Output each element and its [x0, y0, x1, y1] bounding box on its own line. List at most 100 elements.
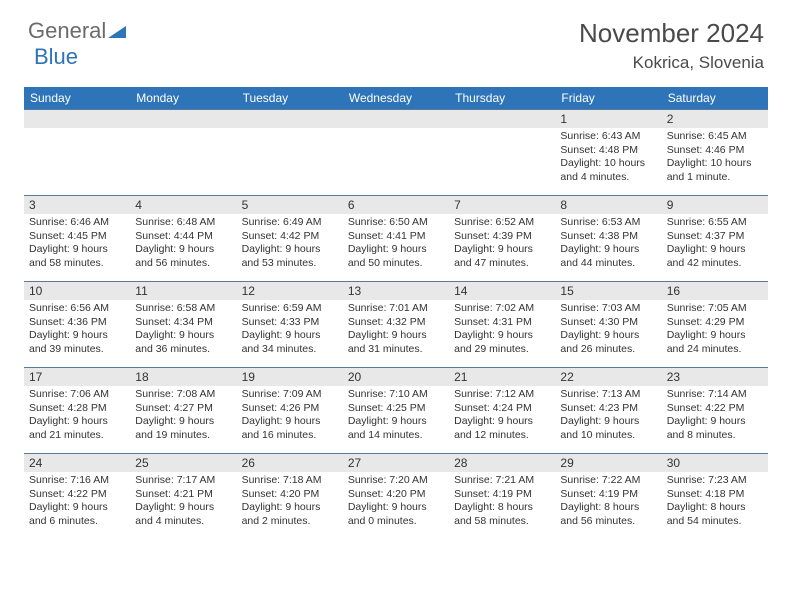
- calendar-cell: 10Sunrise: 6:56 AMSunset: 4:36 PMDayligh…: [24, 282, 130, 368]
- day-header-friday: Friday: [555, 87, 661, 110]
- day-number: 29: [555, 454, 661, 472]
- day-details: Sunrise: 7:12 AMSunset: 4:24 PMDaylight:…: [449, 386, 555, 446]
- day-details: Sunrise: 6:43 AMSunset: 4:48 PMDaylight:…: [555, 128, 661, 188]
- day-number: 2: [662, 110, 768, 128]
- day-header-saturday: Saturday: [662, 87, 768, 110]
- day-number: 14: [449, 282, 555, 300]
- day-details: Sunrise: 6:56 AMSunset: 4:36 PMDaylight:…: [24, 300, 130, 360]
- calendar-cell: 9Sunrise: 6:55 AMSunset: 4:37 PMDaylight…: [662, 196, 768, 282]
- calendar-head: SundayMondayTuesdayWednesdayThursdayFrid…: [24, 87, 768, 110]
- brand-part1: General: [28, 18, 106, 44]
- day-details: Sunrise: 6:52 AMSunset: 4:39 PMDaylight:…: [449, 214, 555, 274]
- calendar-cell: 20Sunrise: 7:10 AMSunset: 4:25 PMDayligh…: [343, 368, 449, 454]
- day-header-thursday: Thursday: [449, 87, 555, 110]
- day-details: Sunrise: 6:48 AMSunset: 4:44 PMDaylight:…: [130, 214, 236, 274]
- calendar-week: 17Sunrise: 7:06 AMSunset: 4:28 PMDayligh…: [24, 368, 768, 454]
- day-details: Sunrise: 7:03 AMSunset: 4:30 PMDaylight:…: [555, 300, 661, 360]
- calendar-cell: 6Sunrise: 6:50 AMSunset: 4:41 PMDaylight…: [343, 196, 449, 282]
- brand-part2: Blue: [34, 44, 78, 70]
- day-number: 16: [662, 282, 768, 300]
- calendar-week: 10Sunrise: 6:56 AMSunset: 4:36 PMDayligh…: [24, 282, 768, 368]
- day-number: 27: [343, 454, 449, 472]
- day-number: 10: [24, 282, 130, 300]
- day-number: 4: [130, 196, 236, 214]
- calendar-cell: 27Sunrise: 7:20 AMSunset: 4:20 PMDayligh…: [343, 454, 449, 540]
- day-number: 26: [237, 454, 343, 472]
- calendar-cell: 28Sunrise: 7:21 AMSunset: 4:19 PMDayligh…: [449, 454, 555, 540]
- calendar-cell: 5Sunrise: 6:49 AMSunset: 4:42 PMDaylight…: [237, 196, 343, 282]
- day-number: 9: [662, 196, 768, 214]
- day-details: Sunrise: 7:14 AMSunset: 4:22 PMDaylight:…: [662, 386, 768, 446]
- day-number: 17: [24, 368, 130, 386]
- day-details: Sunrise: 7:23 AMSunset: 4:18 PMDaylight:…: [662, 472, 768, 532]
- day-number: 7: [449, 196, 555, 214]
- day-details: Sunrise: 7:21 AMSunset: 4:19 PMDaylight:…: [449, 472, 555, 532]
- calendar-cell: 12Sunrise: 6:59 AMSunset: 4:33 PMDayligh…: [237, 282, 343, 368]
- brand-logo: General: [28, 18, 126, 44]
- day-number: [24, 110, 130, 128]
- day-number: 5: [237, 196, 343, 214]
- location-label: Kokrica, Slovenia: [579, 53, 764, 73]
- calendar-cell: 3Sunrise: 6:46 AMSunset: 4:45 PMDaylight…: [24, 196, 130, 282]
- day-number: 8: [555, 196, 661, 214]
- day-details: Sunrise: 7:02 AMSunset: 4:31 PMDaylight:…: [449, 300, 555, 360]
- day-number: 12: [237, 282, 343, 300]
- calendar-cell: [237, 110, 343, 196]
- day-details: Sunrise: 6:53 AMSunset: 4:38 PMDaylight:…: [555, 214, 661, 274]
- day-details: Sunrise: 7:10 AMSunset: 4:25 PMDaylight:…: [343, 386, 449, 446]
- day-header-tuesday: Tuesday: [237, 87, 343, 110]
- day-number: 23: [662, 368, 768, 386]
- day-details: Sunrise: 6:46 AMSunset: 4:45 PMDaylight:…: [24, 214, 130, 274]
- calendar-body: 1Sunrise: 6:43 AMSunset: 4:48 PMDaylight…: [24, 110, 768, 540]
- day-details: Sunrise: 7:22 AMSunset: 4:19 PMDaylight:…: [555, 472, 661, 532]
- day-number: 22: [555, 368, 661, 386]
- day-number: [449, 110, 555, 128]
- day-details: Sunrise: 7:20 AMSunset: 4:20 PMDaylight:…: [343, 472, 449, 532]
- calendar-cell: 7Sunrise: 6:52 AMSunset: 4:39 PMDaylight…: [449, 196, 555, 282]
- day-number: 13: [343, 282, 449, 300]
- calendar-cell: [343, 110, 449, 196]
- calendar-cell: 18Sunrise: 7:08 AMSunset: 4:27 PMDayligh…: [130, 368, 236, 454]
- calendar-cell: 24Sunrise: 7:16 AMSunset: 4:22 PMDayligh…: [24, 454, 130, 540]
- day-details: Sunrise: 6:55 AMSunset: 4:37 PMDaylight:…: [662, 214, 768, 274]
- day-number: 24: [24, 454, 130, 472]
- day-details: Sunrise: 7:06 AMSunset: 4:28 PMDaylight:…: [24, 386, 130, 446]
- page-title: November 2024: [579, 18, 764, 49]
- calendar-cell: 1Sunrise: 6:43 AMSunset: 4:48 PMDaylight…: [555, 110, 661, 196]
- day-details: Sunrise: 6:45 AMSunset: 4:46 PMDaylight:…: [662, 128, 768, 188]
- day-number: [237, 110, 343, 128]
- calendar-cell: 30Sunrise: 7:23 AMSunset: 4:18 PMDayligh…: [662, 454, 768, 540]
- day-details: Sunrise: 6:58 AMSunset: 4:34 PMDaylight:…: [130, 300, 236, 360]
- day-details: Sunrise: 7:13 AMSunset: 4:23 PMDaylight:…: [555, 386, 661, 446]
- calendar-cell: [449, 110, 555, 196]
- day-header-wednesday: Wednesday: [343, 87, 449, 110]
- calendar-cell: 26Sunrise: 7:18 AMSunset: 4:20 PMDayligh…: [237, 454, 343, 540]
- calendar-cell: 11Sunrise: 6:58 AMSunset: 4:34 PMDayligh…: [130, 282, 236, 368]
- calendar-cell: 29Sunrise: 7:22 AMSunset: 4:19 PMDayligh…: [555, 454, 661, 540]
- day-header-monday: Monday: [130, 87, 236, 110]
- calendar-cell: 22Sunrise: 7:13 AMSunset: 4:23 PMDayligh…: [555, 368, 661, 454]
- calendar-week: 3Sunrise: 6:46 AMSunset: 4:45 PMDaylight…: [24, 196, 768, 282]
- calendar-cell: 13Sunrise: 7:01 AMSunset: 4:32 PMDayligh…: [343, 282, 449, 368]
- day-details: Sunrise: 7:08 AMSunset: 4:27 PMDaylight:…: [130, 386, 236, 446]
- day-details: Sunrise: 6:49 AMSunset: 4:42 PMDaylight:…: [237, 214, 343, 274]
- calendar-table: SundayMondayTuesdayWednesdayThursdayFrid…: [24, 87, 768, 540]
- calendar-cell: 15Sunrise: 7:03 AMSunset: 4:30 PMDayligh…: [555, 282, 661, 368]
- day-header-sunday: Sunday: [24, 87, 130, 110]
- calendar-cell: 23Sunrise: 7:14 AMSunset: 4:22 PMDayligh…: [662, 368, 768, 454]
- page-header: General November 2024 Kokrica, Slovenia: [0, 0, 792, 81]
- day-number: 11: [130, 282, 236, 300]
- title-block: November 2024 Kokrica, Slovenia: [579, 18, 764, 73]
- calendar-week: 24Sunrise: 7:16 AMSunset: 4:22 PMDayligh…: [24, 454, 768, 540]
- brand-triangle-icon: [108, 18, 126, 44]
- calendar-cell: 17Sunrise: 7:06 AMSunset: 4:28 PMDayligh…: [24, 368, 130, 454]
- day-details: Sunrise: 6:50 AMSunset: 4:41 PMDaylight:…: [343, 214, 449, 274]
- day-details: Sunrise: 7:01 AMSunset: 4:32 PMDaylight:…: [343, 300, 449, 360]
- calendar-cell: 25Sunrise: 7:17 AMSunset: 4:21 PMDayligh…: [130, 454, 236, 540]
- day-number: 25: [130, 454, 236, 472]
- calendar-cell: 14Sunrise: 7:02 AMSunset: 4:31 PMDayligh…: [449, 282, 555, 368]
- day-number: 19: [237, 368, 343, 386]
- calendar-cell: 16Sunrise: 7:05 AMSunset: 4:29 PMDayligh…: [662, 282, 768, 368]
- day-number: 6: [343, 196, 449, 214]
- day-details: Sunrise: 7:05 AMSunset: 4:29 PMDaylight:…: [662, 300, 768, 360]
